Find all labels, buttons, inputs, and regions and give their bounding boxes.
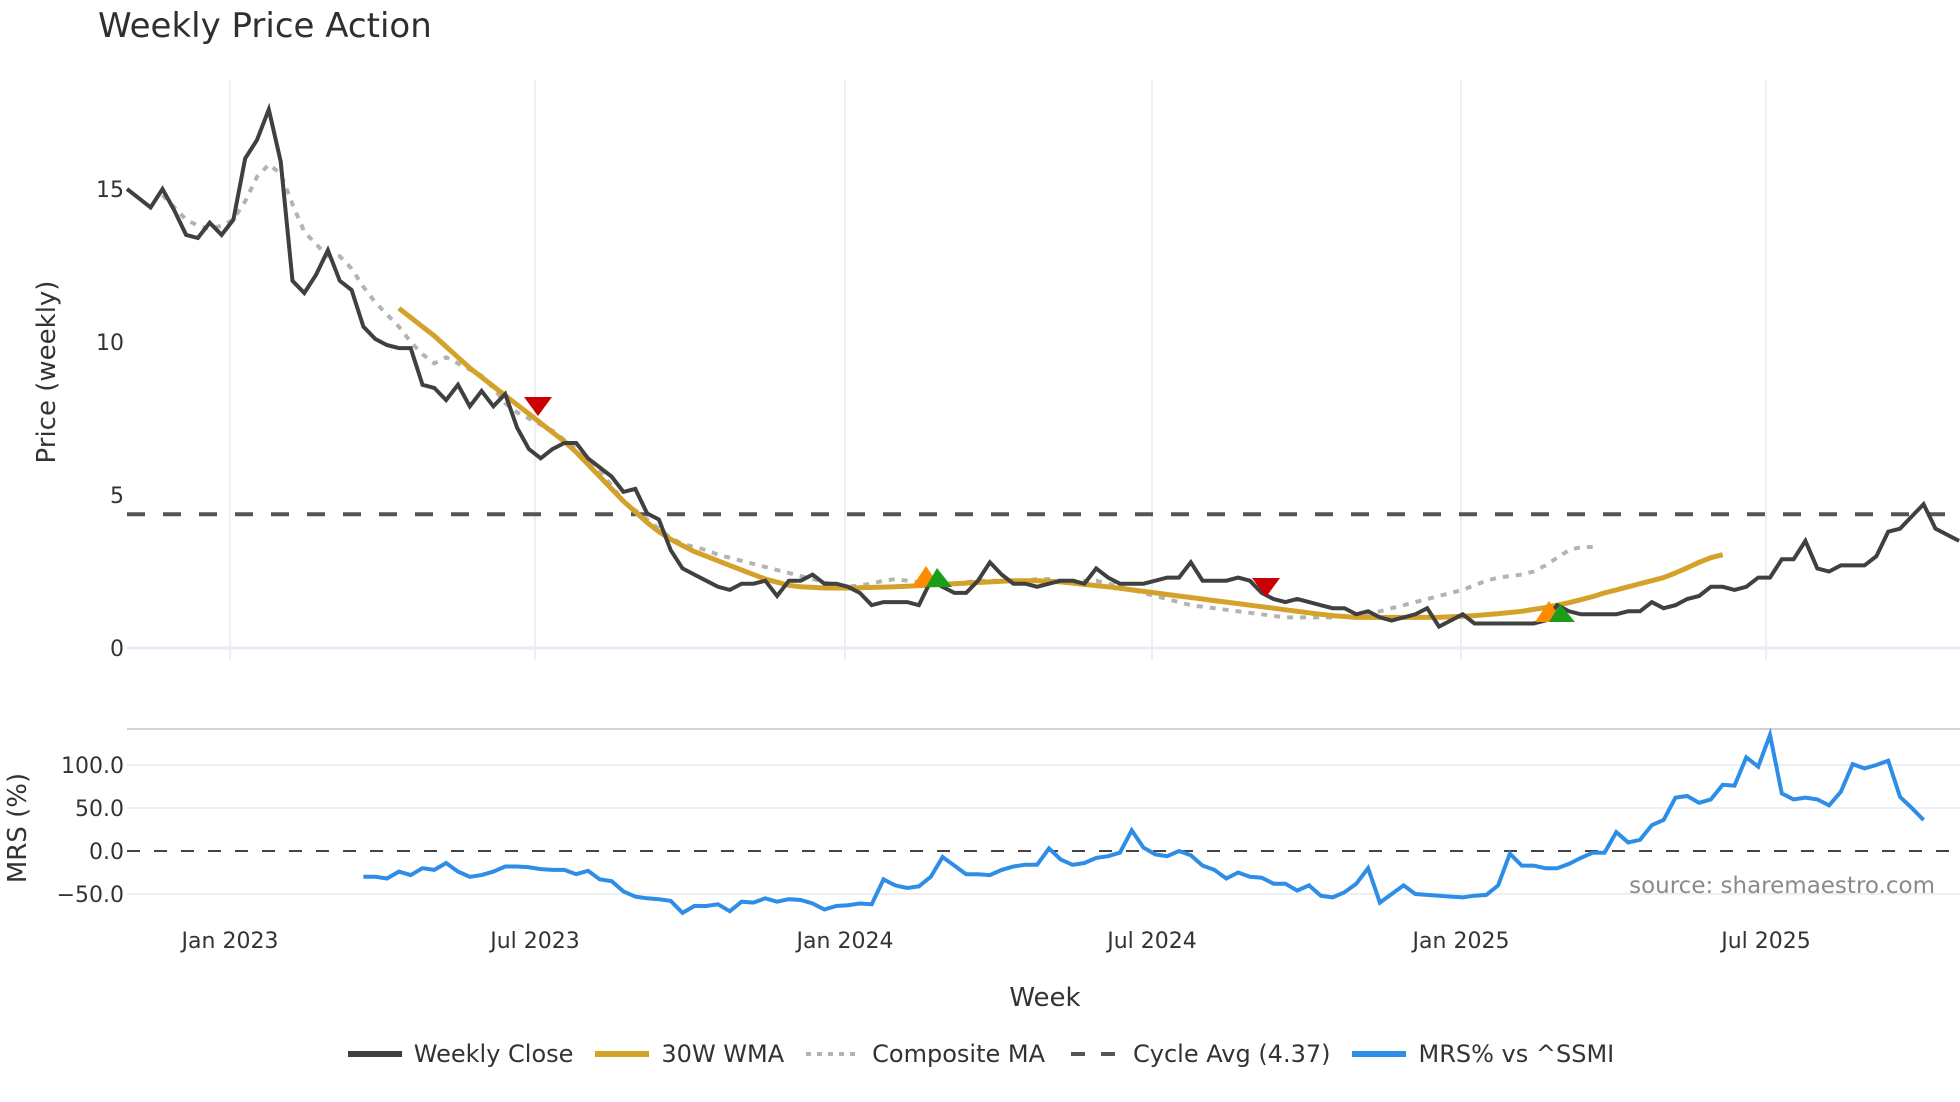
mrs-axis-title: MRS (%) bbox=[3, 773, 33, 883]
mrs-ytick-0: 0.0 bbox=[89, 840, 124, 865]
signal-markers bbox=[524, 397, 1575, 622]
buy-marker-green-icon bbox=[926, 568, 952, 587]
buy-marker-green-icon bbox=[1549, 604, 1575, 622]
sell-marker-icon bbox=[1252, 578, 1280, 597]
legend-label: MRS% vs ^SSMI bbox=[1418, 1040, 1615, 1068]
mrs-line bbox=[363, 727, 1926, 916]
source-note: source: sharemaestro.com bbox=[1629, 873, 1935, 899]
solid-line-icon bbox=[595, 1051, 650, 1057]
x-axis-title: Week bbox=[1009, 983, 1080, 1013]
legend-label: 30W WMA bbox=[661, 1040, 785, 1068]
solid-line-icon bbox=[1352, 1051, 1407, 1057]
dotted-line-icon bbox=[806, 1052, 861, 1056]
sell-marker-icon bbox=[524, 397, 552, 416]
legend-label: Weekly Close bbox=[413, 1040, 574, 1068]
chart-canvas: 0 5 10 15 100.0 50.0 0.0 −50.0 Jan 2023 … bbox=[3, 80, 1960, 1013]
xtick-jan-2025: Jan 2025 bbox=[1411, 929, 1510, 954]
dashed-line-icon bbox=[1071, 1052, 1122, 1056]
legend-item-weekly-close[interactable]: Weekly Close bbox=[346, 1040, 574, 1068]
legend: Weekly Close 30W WMA Composite MA Cycle … bbox=[0, 1040, 1960, 1068]
mrs-ytick-minus50: −50.0 bbox=[57, 883, 124, 908]
price-ytick-15: 15 bbox=[96, 178, 124, 203]
mrs-ytick-100: 100.0 bbox=[61, 754, 124, 779]
price-ytick-0: 0 bbox=[110, 637, 124, 662]
mrs-ytick-50: 50.0 bbox=[75, 797, 124, 822]
xtick-jul-2024: Jul 2024 bbox=[1105, 929, 1197, 954]
weekly-close-line bbox=[125, 102, 1960, 630]
legend-label: Cycle Avg (4.37) bbox=[1133, 1040, 1331, 1068]
xtick-jan-2023: Jan 2023 bbox=[180, 929, 279, 954]
xtick-jan-2024: Jan 2024 bbox=[795, 929, 894, 954]
xtick-jul-2025: Jul 2025 bbox=[1719, 929, 1811, 954]
price-ytick-10: 10 bbox=[96, 331, 124, 356]
solid-line-icon bbox=[347, 1051, 402, 1057]
chart-title: Weekly Price Action bbox=[98, 6, 432, 46]
legend-item-mrs[interactable]: MRS% vs ^SSMI bbox=[1350, 1040, 1614, 1068]
price-ytick-5: 5 bbox=[110, 484, 124, 509]
legend-item-cycle-avg[interactable]: Cycle Avg (4.37) bbox=[1065, 1040, 1330, 1068]
mrs-grid bbox=[127, 764, 1960, 895]
price-axis-title: Price (weekly) bbox=[32, 281, 62, 464]
wma-line bbox=[397, 306, 1724, 620]
legend-item-wma[interactable]: 30W WMA bbox=[593, 1040, 784, 1068]
xtick-jul-2023: Jul 2023 bbox=[488, 929, 580, 954]
composite-ma-line bbox=[161, 161, 1593, 620]
legend-item-composite-ma[interactable]: Composite MA bbox=[804, 1040, 1045, 1068]
price-grid bbox=[127, 80, 1960, 660]
legend-label: Composite MA bbox=[872, 1040, 1046, 1068]
